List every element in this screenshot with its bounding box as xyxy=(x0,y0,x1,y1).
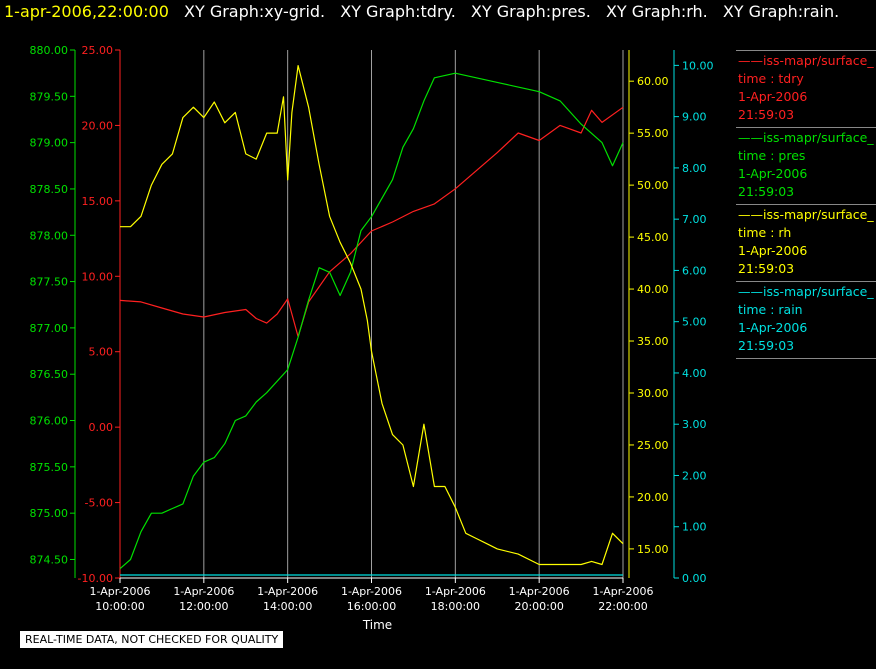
legend-entry-tdry: ——iss-mapr/surface_ time : tdry 1-Apr-20… xyxy=(736,50,876,127)
rain-tick-label: 0.00 xyxy=(682,572,707,585)
rain-tick-label: 5.00 xyxy=(682,316,707,329)
header-title-rain: XY Graph:rain. xyxy=(722,2,840,21)
pres-tick-label: 875.50 xyxy=(30,461,69,474)
legend-source: ——iss-mapr/surface_ xyxy=(738,53,874,68)
pres-tick-label: 878.00 xyxy=(30,229,69,242)
series-tdry-line xyxy=(119,106,624,338)
rh-tick-label: 40.00 xyxy=(637,283,669,296)
rh-tick-label: 20.00 xyxy=(637,491,669,504)
x-tick-label-time: 20:00:00 xyxy=(514,600,563,613)
graph-header: 1-apr-2006,22:00:00 XY Graph:xy-grid. XY… xyxy=(4,2,839,24)
tdry-tick-label: 5.00 xyxy=(89,346,114,359)
legend-field: time : pres xyxy=(738,148,806,163)
rain-tick-label: 8.00 xyxy=(682,162,707,175)
x-tick-label-time: 22:00:00 xyxy=(598,600,647,613)
pres-tick-label: 876.50 xyxy=(30,368,69,381)
x-tick-label-date: 1-Apr-2006 xyxy=(173,585,234,598)
x-tick-label-date: 1-Apr-2006 xyxy=(509,585,570,598)
pres-tick-label: 878.50 xyxy=(30,183,69,196)
pres-tick-label: 879.50 xyxy=(30,90,69,103)
legend-date: 1-Apr-2006 xyxy=(738,320,808,335)
legend-date: 1-Apr-2006 xyxy=(738,243,808,258)
pres-tick-label: 876.00 xyxy=(30,415,69,428)
pres-tick-label: 880.00 xyxy=(30,44,69,57)
rain-tick-label: 6.00 xyxy=(682,264,707,277)
x-axis-label: Time xyxy=(362,618,392,632)
quality-note: REAL-TIME DATA, NOT CHECKED FOR QUALITY xyxy=(20,631,284,648)
legend-source: ——iss-mapr/surface_ xyxy=(738,207,874,222)
legend-time: 21:59:03 xyxy=(738,338,795,353)
legend-entry-pres: ——iss-mapr/surface_ time : pres 1-Apr-20… xyxy=(736,127,876,204)
x-tick-label-date: 1-Apr-2006 xyxy=(592,585,653,598)
legend-source: ——iss-mapr/surface_ xyxy=(738,130,874,145)
x-tick-label-date: 1-Apr-2006 xyxy=(341,585,402,598)
legend-time: 21:59:03 xyxy=(738,261,795,276)
x-tick-label-date: 1-Apr-2006 xyxy=(425,585,486,598)
tdry-tick-label: 25.00 xyxy=(82,44,114,57)
rh-tick-label: 50.00 xyxy=(637,179,669,192)
header-title-tdry: XY Graph:tdry. xyxy=(340,2,456,21)
pres-tick-label: 874.50 xyxy=(30,553,69,566)
rain-tick-label: 10.00 xyxy=(682,59,714,72)
legend-field: time : rain xyxy=(738,302,803,317)
rain-tick-label: 2.00 xyxy=(682,469,707,482)
legend: ——iss-mapr/surface_ time : tdry 1-Apr-20… xyxy=(736,50,876,359)
rh-tick-label: 15.00 xyxy=(637,543,669,556)
x-tick-label-time: 16:00:00 xyxy=(347,600,396,613)
tdry-tick-label: -10.00 xyxy=(78,572,113,585)
pres-tick-label: 877.00 xyxy=(30,322,69,335)
x-tick-label-time: 10:00:00 xyxy=(95,600,144,613)
tdry-tick-label: 20.00 xyxy=(82,119,114,132)
header-timestamp: 1-apr-2006,22:00:00 xyxy=(4,2,169,21)
legend-entry-rain: ——iss-mapr/surface_ time : rain 1-Apr-20… xyxy=(736,281,876,359)
pres-tick-label: 879.00 xyxy=(30,137,69,150)
series-pres-line xyxy=(119,72,624,570)
rain-tick-label: 3.00 xyxy=(682,418,707,431)
legend-date: 1-Apr-2006 xyxy=(738,166,808,181)
rain-tick-label: 9.00 xyxy=(682,111,707,124)
legend-field: time : rh xyxy=(738,225,792,240)
x-tick-label-date: 1-Apr-2006 xyxy=(257,585,318,598)
pres-tick-label: 875.00 xyxy=(30,507,69,520)
series-rh-line xyxy=(120,65,624,566)
x-tick-label-time: 18:00:00 xyxy=(431,600,480,613)
legend-entry-rh: ——iss-mapr/surface_ time : rh 1-Apr-2006… xyxy=(736,204,876,281)
legend-field: time : tdry xyxy=(738,71,804,86)
tdry-tick-label: -5.00 xyxy=(85,497,113,510)
rh-tick-label: 35.00 xyxy=(637,335,669,348)
header-title-xy-grid: XY Graph:xy-grid. xyxy=(184,2,326,21)
legend-date: 1-Apr-2006 xyxy=(738,89,808,104)
header-title-rh: XY Graph:rh. xyxy=(605,2,708,21)
rain-tick-label: 1.00 xyxy=(682,521,707,534)
tdry-tick-label: 15.00 xyxy=(82,195,114,208)
header-title-pres: XY Graph:pres. xyxy=(470,2,591,21)
rh-tick-label: 30.00 xyxy=(637,387,669,400)
x-tick-label-date: 1-Apr-2006 xyxy=(89,585,150,598)
rh-tick-label: 25.00 xyxy=(637,439,669,452)
rh-tick-label: 55.00 xyxy=(637,127,669,140)
x-tick-label-time: 14:00:00 xyxy=(263,600,312,613)
pres-tick-label: 877.50 xyxy=(30,276,69,289)
tdry-tick-label: 10.00 xyxy=(82,270,114,283)
rh-tick-label: 60.00 xyxy=(637,75,669,88)
tdry-tick-label: 0.00 xyxy=(89,421,114,434)
legend-time: 21:59:03 xyxy=(738,107,795,122)
rain-tick-label: 7.00 xyxy=(682,213,707,226)
legend-time: 21:59:03 xyxy=(738,184,795,199)
legend-source: ——iss-mapr/surface_ xyxy=(738,284,874,299)
rain-tick-label: 4.00 xyxy=(682,367,707,380)
x-tick-label-time: 12:00:00 xyxy=(179,600,228,613)
rh-tick-label: 45.00 xyxy=(637,231,669,244)
